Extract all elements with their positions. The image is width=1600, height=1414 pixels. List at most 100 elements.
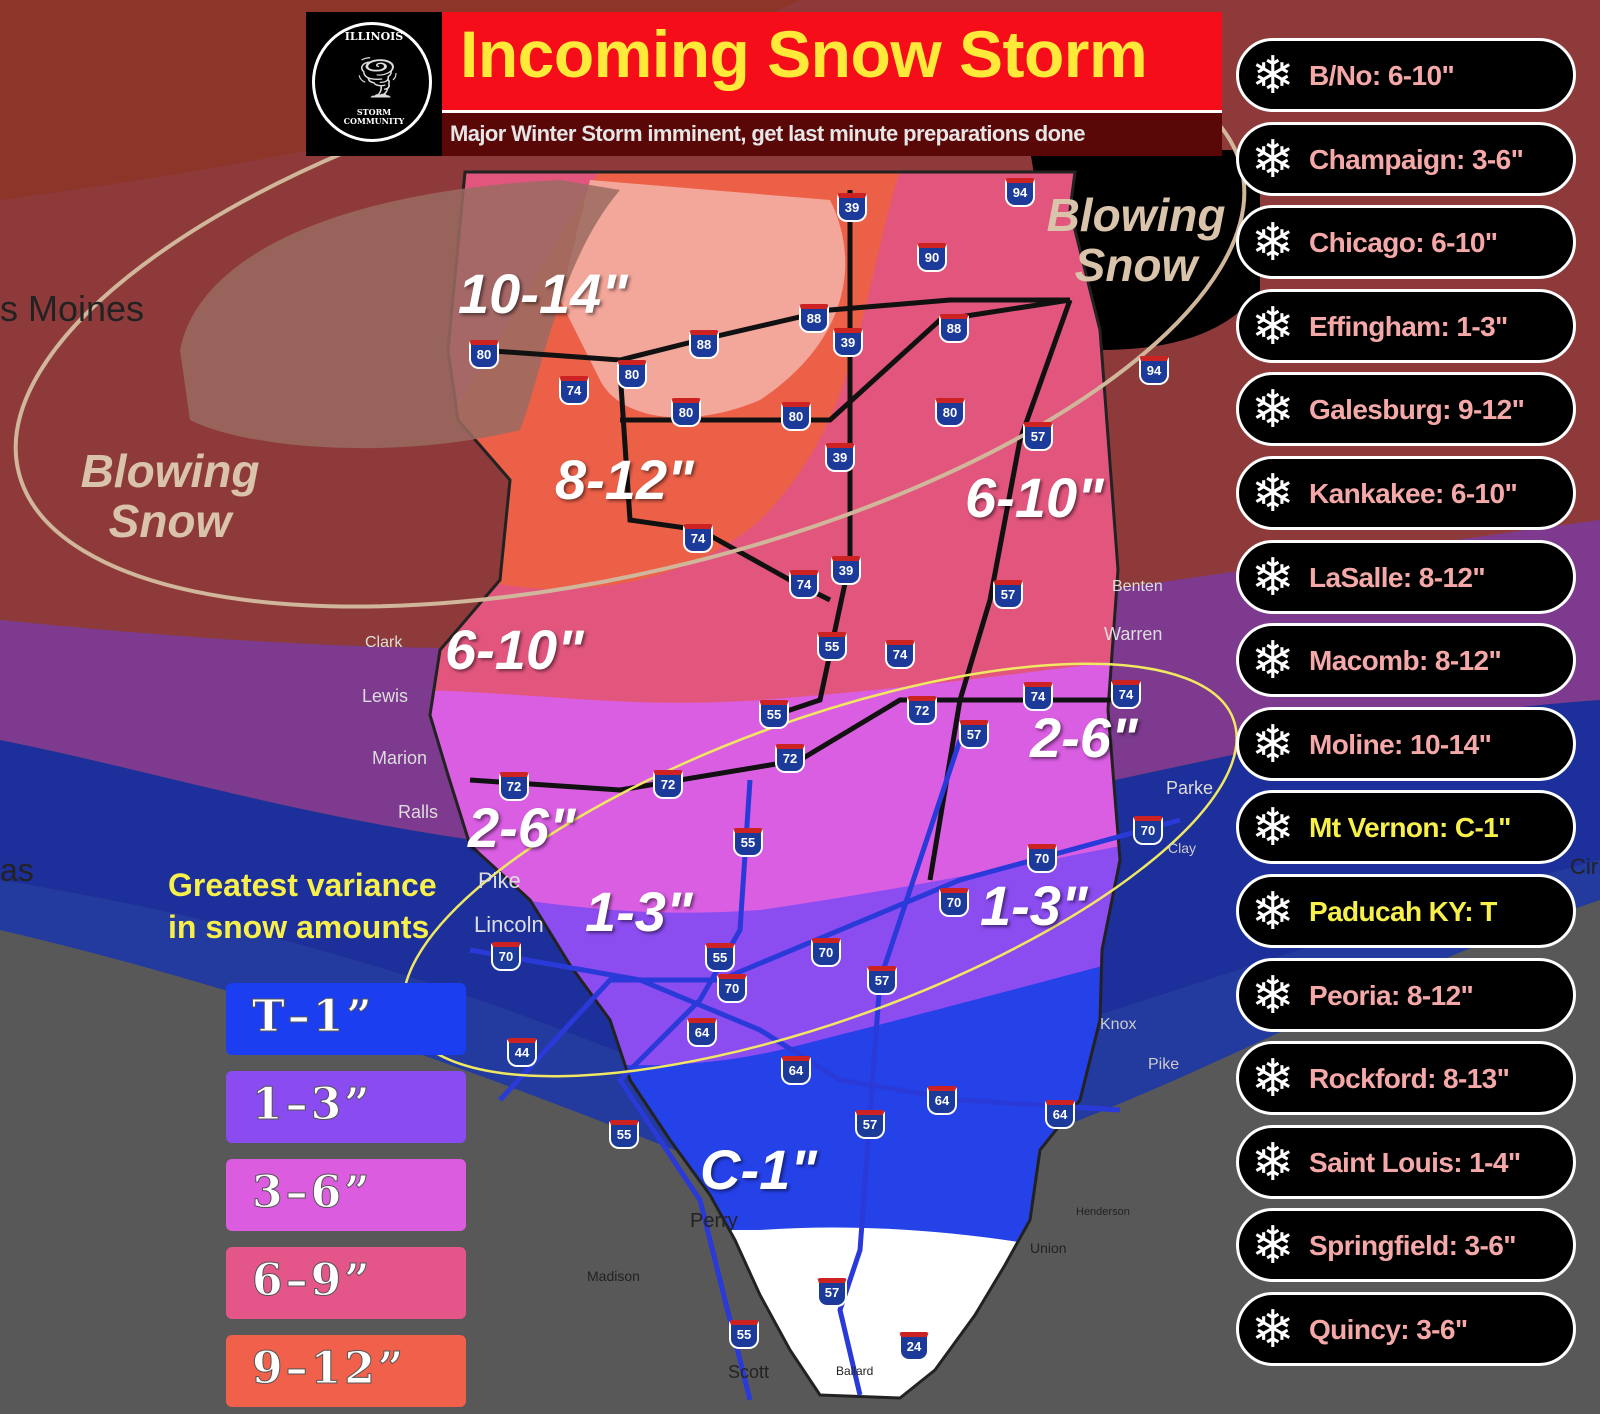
legend-label: T–1” (252, 991, 375, 1043)
interstate-64-shield-icon: 64 (927, 1086, 957, 1115)
amount-label: 1-3" (980, 874, 1088, 937)
interstate-39-shield-icon: 39 (837, 193, 867, 222)
illinois-border (428, 170, 1122, 1400)
city-forecast-pill: ❄ Macomb: 8-12" (1236, 623, 1576, 698)
interstate-57-shield-icon: 57 (817, 1278, 847, 1307)
interstate-88-shield-icon: 88 (799, 304, 829, 333)
place-label: Benten (1112, 578, 1163, 595)
amount-label: 8-12" (555, 448, 694, 511)
blowing-snow-area (180, 180, 620, 449)
place-label: Ralls (398, 802, 439, 822)
interstate-70-shield-icon: 70 (939, 888, 969, 917)
city-forecast-text: Springfield: 3-6" (1309, 1230, 1516, 1262)
interstate-80-shield-icon: 80 (935, 398, 965, 427)
city-forecast-pill: ❄ Peoria: 8-12" (1236, 957, 1576, 1032)
interstate-55-shield-icon: 55 (733, 828, 763, 857)
interstate-24-shield-icon: 24 (899, 1332, 929, 1361)
place-label: Ballard (836, 1364, 874, 1378)
interstate-88-shield-icon: 88 (939, 314, 969, 343)
amount-label: 6-10" (445, 618, 584, 681)
city-forecast-pill: ❄ Moline: 10-14" (1236, 706, 1576, 781)
interstate-57-shield-icon: 57 (867, 966, 897, 995)
tornado-icon: 🌪 (352, 56, 403, 100)
variance-note: Greatest variance in snow amounts (168, 867, 437, 945)
interstate-70-shield-icon: 70 (811, 938, 841, 967)
interstate-55-shield-icon: 55 (729, 1320, 759, 1349)
interstate-44-shield-icon: 44 (507, 1038, 537, 1067)
interstate-80-shield-icon: 80 (671, 398, 701, 427)
interstate-64-shield-icon: 64 (1045, 1100, 1075, 1129)
city-forecast-text: B/No: 6-10" (1309, 60, 1455, 91)
place-label: Cir (1570, 854, 1599, 879)
city-forecast-pill: ❄ Mt Vernon: C-1" (1236, 790, 1576, 865)
place-label: Pike (478, 868, 521, 893)
city-forecast-text: Kankakee: 6-10" (1309, 478, 1518, 509)
logo-ring (312, 22, 432, 142)
place-label: as (0, 852, 34, 888)
place-label: Madison (587, 1268, 640, 1284)
interstate-74-shield-icon: 74 (683, 524, 713, 553)
snowflake-icon: ❄ (1251, 465, 1295, 523)
snowflake-icon: ❄ (1251, 715, 1295, 774)
place-label: Clark (365, 634, 403, 651)
interstate-57-shield-icon: 57 (1023, 422, 1053, 451)
city-forecast-pill: ❄ Springfield: 3-6" (1236, 1208, 1576, 1283)
page-subtitle: Major Winter Storm imminent, get last mi… (450, 121, 1086, 146)
interstate-72-shield-icon: 72 (499, 772, 529, 801)
illinois-zones (430, 172, 1120, 1398)
city-forecast-pill: ❄ Galesburg: 9-12" (1236, 372, 1576, 447)
place-label: Pike (1148, 1056, 1180, 1073)
page-title: Incoming Snow Storm (460, 17, 1148, 91)
illinois-storm-community-logo: ILLINOIS 🌪 STORM COMMUNITY (306, 12, 442, 156)
legend-label: 3–6” (252, 1167, 373, 1219)
amount-label: 1-3" (585, 880, 693, 943)
city-forecast-pill: ❄ Saint Louis: 1-4" (1236, 1124, 1576, 1199)
city-forecast-pill: ❄ Paducah KY: T (1236, 874, 1576, 948)
interstate-80-shield-icon: 80 (617, 360, 647, 389)
legend-swatch: 6–9” (226, 1247, 466, 1319)
place-label: Scott (728, 1362, 770, 1382)
city-forecast-text: Saint Louis: 1-4" (1309, 1146, 1521, 1178)
interstate-55-shield-icon: 55 (609, 1120, 639, 1149)
amount-label: 2-6" (468, 796, 576, 859)
snowflake-icon: ❄ (1251, 130, 1295, 189)
interstate-55-shield-icon: 55 (705, 943, 735, 972)
amount-label: 2-6" (1030, 706, 1138, 769)
city-forecast-pill: ❄ LaSalle: 8-12" (1236, 539, 1576, 614)
interstate-74-shield-icon: 74 (885, 640, 915, 669)
city-forecast-text: Mt Vernon: C-1" (1309, 812, 1511, 844)
blowing-snow-label-west: Blowing Snow (80, 445, 260, 547)
city-forecast-pill: ❄ Champaign: 3-6" (1236, 121, 1576, 196)
city-forecast-text: Peoria: 8-12" (1309, 979, 1474, 1011)
city-forecast-text: Champaign: 3-6" (1309, 143, 1524, 175)
interstate-88-shield-icon: 88 (689, 330, 719, 359)
place-label: Henderson (1076, 1206, 1130, 1218)
interstate-55-shield-icon: 55 (817, 632, 847, 661)
amount-label: C-1" (700, 1138, 817, 1201)
place-label: Clay (1168, 840, 1197, 856)
legend-swatch: 3–6” (226, 1159, 466, 1231)
place-label: Union (1030, 1240, 1067, 1256)
place-label: Lewis (362, 686, 409, 706)
title-banner: Incoming Snow Storm (442, 12, 1222, 113)
interstates-south (469, 739, 1181, 1401)
interstate-70-shield-icon: 70 (491, 942, 521, 971)
city-forecast-pill: ❄ Rockford: 8-13" (1236, 1041, 1576, 1116)
legend-label: 1–3” (252, 1079, 373, 1131)
city-forecast-pill: ❄ Chicago: 6-10" (1236, 205, 1576, 280)
interstate-70-shield-icon: 70 (1133, 816, 1163, 845)
interstate-72-shield-icon: 72 (907, 696, 937, 725)
interstate-80-shield-icon: 80 (781, 402, 811, 431)
interstate-57-shield-icon: 57 (993, 580, 1023, 609)
interstate-55-shield-icon: 55 (759, 700, 789, 729)
amount-label: 10-14" (458, 262, 628, 325)
interstate-39-shield-icon: 39 (833, 328, 863, 357)
city-forecast-text: Paducah KY: T (1309, 896, 1497, 927)
city-forecast-text: Rockford: 8-13" (1309, 1063, 1510, 1095)
interstate-70-shield-icon: 70 (717, 974, 747, 1003)
interstate-72-shield-icon: 72 (775, 744, 805, 773)
snowflake-icon: ❄ (1251, 297, 1295, 356)
place-label: Lincoln (474, 912, 544, 937)
place-label: Parke (1166, 778, 1214, 798)
